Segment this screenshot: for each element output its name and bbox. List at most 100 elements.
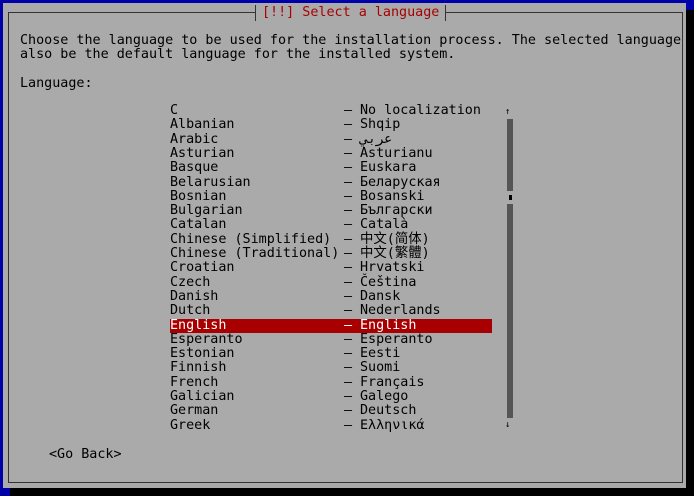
language-native-name: No localization (360, 103, 481, 118)
language-option[interactable]: Basque – Euskara (170, 160, 492, 176)
language-native-name: Nederlands (360, 303, 441, 319)
language-option[interactable]: Arabic – عربي (170, 131, 492, 147)
go-back-button[interactable]: <Go Back> (49, 447, 122, 462)
language-option[interactable]: Estonian – Eesti (170, 346, 492, 362)
language-option[interactable]: C – No localization (170, 103, 492, 118)
language-name: Asturian (170, 145, 235, 161)
scroll-down-arrow-icon[interactable]: ↓ (505, 420, 511, 430)
language-dialog: [!!] Select a language Choose the langua… (3, 3, 694, 488)
scrollbar-track-lower[interactable] (507, 204, 513, 418)
separator: – (344, 274, 353, 290)
separator: – (344, 360, 353, 376)
language-name: Arabic (170, 131, 219, 147)
language-option[interactable]: Chinese (Simplified) – 中文(简体) (170, 231, 492, 247)
separator: – (344, 117, 353, 133)
separator: – (344, 288, 353, 304)
language-native-name: Hrvatski (360, 260, 425, 276)
language-name: Bulgarian (170, 203, 243, 219)
language-native-name: Беларуская (360, 174, 441, 190)
separator: – (344, 217, 353, 233)
separator: – (344, 203, 353, 219)
language-native-name: 中文(简体) (360, 231, 430, 247)
separator: – (344, 231, 353, 247)
language-name: Finnish (170, 360, 227, 376)
scroll-up-arrow-icon[interactable]: ↑ (505, 107, 511, 117)
language-option[interactable]: English – English (170, 317, 492, 333)
separator: – (344, 317, 353, 333)
language-option[interactable]: Danish – Dansk (170, 288, 492, 304)
language-native-name: Galego (360, 389, 409, 404)
language-native-name: English (360, 317, 417, 333)
language-native-name: Shqip (360, 117, 401, 133)
description-line-1: Choose the language to be used for the i… (20, 33, 694, 48)
language-option[interactable]: Dutch – Nederlands (170, 303, 492, 319)
language-native-name: عربي (360, 131, 393, 147)
language-name: C (170, 103, 179, 118)
language-name: Bosnian (170, 188, 227, 204)
language-native-name: 中文(繁體) (360, 246, 430, 261)
language-option[interactable]: Asturian – Asturianu (170, 145, 492, 161)
scrollbar-track-upper[interactable] (507, 119, 513, 191)
language-option[interactable]: German – Deutsch (170, 403, 492, 419)
language-option[interactable]: Croatian – Hrvatski (170, 260, 492, 276)
separator: – (344, 145, 353, 161)
language-name: Galician (170, 389, 235, 404)
separator: – (344, 374, 353, 390)
language-option[interactable]: French – Français (170, 374, 492, 390)
separator: – (344, 417, 353, 433)
language-native-name: Asturianu (360, 145, 433, 161)
language-name: German (170, 403, 219, 419)
separator: – (344, 331, 353, 347)
language-native-name: Български (360, 203, 433, 219)
language-name: Basque (170, 160, 219, 176)
scrollbar-thumb[interactable] (509, 195, 512, 200)
language-name: Albanian (170, 117, 235, 133)
separator: – (344, 174, 353, 190)
language-label: Language: (20, 76, 93, 91)
separator: – (344, 403, 353, 419)
language-option[interactable]: Czech – Čeština (170, 274, 492, 290)
separator: – (344, 303, 353, 319)
language-name: Estonian (170, 346, 235, 362)
language-option[interactable]: Chinese (Traditional) – 中文(繁體) (170, 246, 492, 261)
language-native-name: Eesti (360, 346, 401, 362)
separator: – (344, 346, 353, 362)
language-option[interactable]: Catalan – Català (170, 217, 492, 233)
language-name: French (170, 374, 219, 390)
language-option[interactable]: Esperanto – Esperanto (170, 331, 492, 347)
language-native-name: Català (360, 217, 409, 233)
language-option[interactable]: Finnish – Suomi (170, 360, 492, 376)
language-name: Belarusian (170, 174, 251, 190)
language-name: Greek (170, 417, 211, 433)
language-name: Esperanto (170, 331, 243, 347)
separator: – (344, 160, 353, 176)
description-line-2: also be the default language for the ins… (20, 47, 456, 62)
language-name: Chinese (Traditional) (170, 246, 340, 261)
language-native-name: Euskara (360, 160, 417, 176)
separator: – (344, 103, 353, 118)
separator: – (344, 188, 353, 204)
language-native-name: Esperanto (360, 331, 433, 347)
language-option[interactable]: Albanian – Shqip (170, 117, 492, 133)
language-name: Catalan (170, 217, 227, 233)
language-name: Croatian (170, 260, 235, 276)
language-option[interactable]: Bulgarian – Български (170, 203, 492, 219)
language-native-name: Dansk (360, 288, 401, 304)
separator: – (344, 389, 353, 404)
language-name: Dutch (170, 303, 211, 319)
language-native-name: Français (360, 374, 425, 390)
language-native-name: Čeština (360, 274, 417, 290)
dialog-title: [!!] Select a language (255, 5, 447, 21)
language-native-name: Suomi (360, 360, 401, 376)
language-name: Chinese (Simplified) (170, 231, 332, 247)
language-option[interactable]: Bosnian – Bosanski (170, 188, 492, 204)
language-native-name: Deutsch (360, 403, 417, 419)
separator: – (344, 131, 353, 147)
language-option[interactable]: Greek – Ελληνικά (170, 417, 492, 433)
language-native-name: Ελληνικά (360, 417, 425, 433)
language-name: English (170, 317, 227, 333)
language-option[interactable]: Belarusian – Беларуская (170, 174, 492, 190)
language-option[interactable]: Galician – Galego (170, 389, 492, 404)
language-name: Danish (170, 288, 219, 304)
separator: – (344, 246, 353, 261)
